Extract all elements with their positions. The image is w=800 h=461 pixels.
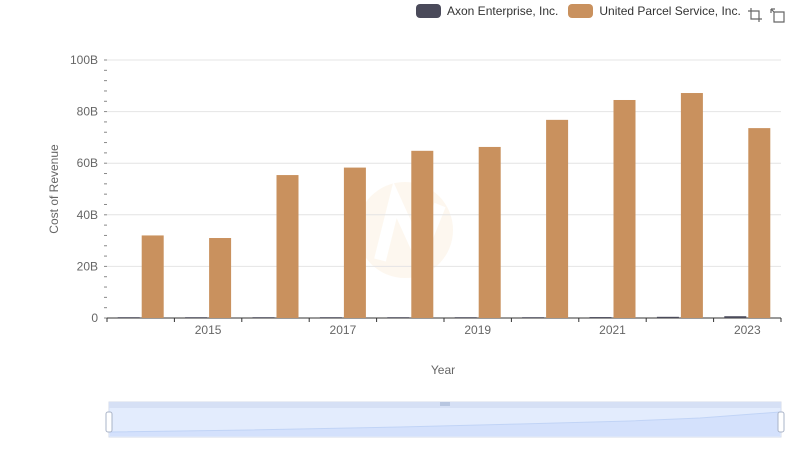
legend-item-axon[interactable]: Axon Enterprise, Inc. [416, 4, 558, 18]
bar-ups[interactable] [613, 99, 636, 319]
data-zoom-preview [110, 412, 780, 436]
chart-toolbar [747, 7, 787, 24]
grid-lines [107, 59, 781, 267]
legend-item-ups[interactable]: United Parcel Service, Inc. [568, 4, 741, 18]
bar-ups[interactable] [209, 238, 232, 318]
data-zoom-move-handle[interactable] [440, 402, 450, 406]
data-zoom-slider[interactable] [105, 401, 785, 438]
y-tick-label: 60B [77, 156, 98, 170]
x-tick-label: 2019 [464, 323, 491, 337]
y-axis: 0 20B 40B 60B 80B 100B [70, 53, 107, 325]
y-axis-label: Cost of Revenue [47, 144, 61, 234]
bars [117, 93, 771, 319]
y-tick-label: 20B [77, 259, 98, 273]
y-tick-label: 100B [70, 53, 98, 67]
legend-label-ups: United Parcel Service, Inc. [599, 4, 741, 18]
bar-axon[interactable] [117, 317, 140, 318]
bar-axon[interactable] [387, 317, 410, 318]
bar-ups[interactable] [276, 175, 299, 318]
y-tick-label: 40B [77, 208, 98, 222]
legend: Axon Enterprise, Inc. United Parcel Serv… [416, 4, 751, 18]
bar-axon[interactable] [454, 317, 477, 318]
x-axis: 2015 2017 2019 2021 2023 [106, 317, 782, 337]
bar-axon[interactable] [319, 317, 342, 318]
bar-ups[interactable] [546, 119, 569, 318]
bar-ups[interactable] [478, 146, 501, 318]
bar-axon[interactable] [185, 317, 208, 318]
legend-swatch-axon [416, 4, 441, 18]
x-axis-label: Year [431, 363, 455, 377]
data-zoom-handle-left[interactable] [105, 411, 113, 433]
bar-axon[interactable] [724, 316, 747, 318]
x-tick-label: 2021 [599, 323, 626, 337]
x-tick-label: 2015 [195, 323, 222, 337]
data-zoom-handle-right[interactable] [777, 411, 785, 433]
legend-swatch-ups [568, 4, 594, 18]
bar-ups[interactable] [141, 235, 164, 318]
bar-axon[interactable] [252, 317, 275, 318]
bar-ups[interactable] [343, 167, 366, 318]
x-tick-label: 2017 [330, 323, 357, 337]
restore-icon[interactable] [770, 7, 787, 24]
zoom-icon[interactable] [747, 7, 764, 24]
bar-axon[interactable] [522, 317, 545, 318]
bar-axon[interactable] [589, 317, 612, 318]
x-tick-label: 2023 [734, 323, 761, 337]
y-tick-label: 0 [91, 311, 98, 325]
watermark-logo [357, 181, 453, 278]
y-tick-label: 80B [77, 105, 98, 119]
bar-ups[interactable] [748, 128, 771, 318]
bar-axon[interactable] [656, 316, 679, 318]
bar-ups[interactable] [680, 93, 703, 318]
legend-label-axon: Axon Enterprise, Inc. [447, 4, 559, 18]
bar-ups[interactable] [411, 150, 434, 318]
